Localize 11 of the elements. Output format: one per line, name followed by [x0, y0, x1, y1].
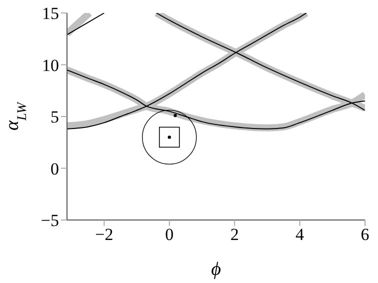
x-axis-title: ϕ	[211, 259, 222, 280]
x-tick-label: 0	[165, 225, 174, 244]
y-tick-label: 15	[42, 4, 59, 24]
x-tick-label: 6	[360, 225, 370, 244]
x-tick-label: −2	[95, 225, 114, 244]
y-tick-label: 5	[50, 108, 59, 127]
y-tick-label: 10	[42, 56, 59, 75]
y-tick-label: −5	[40, 211, 59, 230]
y-tick-label: 0	[50, 159, 59, 178]
x-tick-label: 4	[296, 225, 305, 244]
x-tick-label: 2	[230, 225, 239, 244]
